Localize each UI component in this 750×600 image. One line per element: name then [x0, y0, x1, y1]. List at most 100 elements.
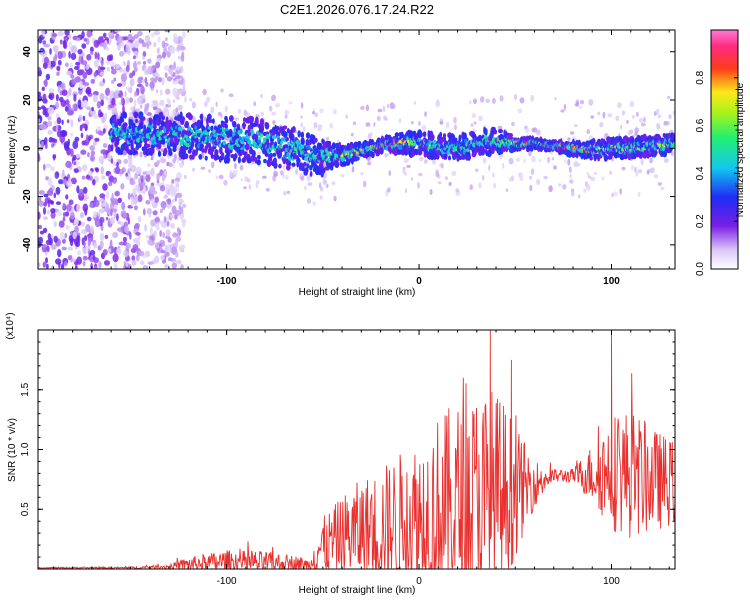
heatmap-cell — [173, 36, 179, 44]
heatmap-cell — [272, 152, 277, 157]
heatmap-cell — [300, 137, 305, 146]
snr-series-path — [38, 330, 675, 569]
heatmap-cell — [518, 172, 523, 178]
snr-panel: -100 0 100 0.5 1.0 1.5 (x10⁴) Height of strai… — [5, 312, 676, 596]
spectrogram-axes: -100 0 100 -40 -20 0 20 40 — [22, 30, 675, 287]
heatmap-cell — [431, 159, 437, 165]
heatmap-cell — [119, 50, 125, 57]
heatmap-cell — [660, 186, 665, 191]
heatmap-cell — [143, 266, 147, 269]
heatmap-cell — [590, 115, 595, 119]
heatmap-cell — [167, 237, 172, 243]
heatmap-cell — [246, 157, 252, 164]
heatmap-cell — [93, 266, 98, 269]
heatmap-cell — [57, 51, 63, 60]
heatmap-cell — [93, 72, 98, 77]
heatmap-cell — [668, 114, 672, 120]
heatmap-cell — [257, 155, 261, 160]
heatmap-cell — [38, 224, 42, 230]
y-tick-label: 1.0 — [20, 442, 31, 456]
heatmap-cell — [150, 182, 155, 187]
heatmap-cell — [83, 99, 88, 107]
heatmap-cell — [73, 168, 79, 174]
heatmap-cell — [71, 78, 77, 85]
heatmap-cell — [38, 200, 45, 207]
heatmap-cell — [44, 43, 50, 48]
heatmap-cell — [85, 64, 90, 70]
heatmap-cell — [370, 132, 373, 138]
heatmap-cell — [670, 150, 674, 157]
heatmap-cell — [123, 111, 128, 119]
heatmap-cell — [143, 208, 146, 216]
heatmap-cell — [657, 182, 663, 186]
heatmap-cell — [248, 139, 252, 145]
heatmap-cell — [666, 95, 671, 99]
heatmap-cell — [436, 150, 441, 156]
heatmap-cell — [307, 145, 311, 150]
colorbar-ticks: 0.0 0.2 0.4 0.6 0.8 — [695, 70, 738, 276]
heatmap-cell — [166, 221, 170, 227]
heatmap-cell — [610, 151, 615, 155]
heatmap-cell — [360, 105, 365, 111]
heatmap-cell — [73, 94, 77, 102]
heatmap-cell — [421, 125, 427, 131]
heatmap-cell — [82, 247, 89, 255]
heatmap-cell — [80, 132, 84, 139]
heatmap-cell — [183, 153, 189, 160]
heatmap-cell — [40, 124, 47, 130]
heatmap-cell — [57, 30, 64, 37]
heatmap-cell — [132, 188, 137, 197]
heatmap-cell — [108, 104, 115, 109]
heatmap-cell — [107, 31, 114, 37]
heatmap-cell — [538, 159, 542, 162]
heatmap-cell — [133, 175, 136, 183]
heatmap-cell — [408, 142, 412, 146]
heatmap-cell — [360, 172, 364, 176]
heatmap-cell — [220, 112, 223, 119]
heatmap-cell — [50, 264, 55, 269]
heatmap-cell — [237, 156, 241, 164]
heatmap-cell — [240, 141, 244, 145]
heatmap-cell — [417, 182, 420, 189]
heatmap-cell — [586, 171, 590, 176]
heatmap-cell — [172, 257, 176, 263]
heatmap-cell — [410, 120, 414, 125]
heatmap-cell — [297, 130, 302, 138]
heatmap-cell — [529, 175, 532, 180]
heatmap-cell — [543, 175, 548, 180]
heatmap-cell — [187, 138, 192, 142]
heatmap-cell — [157, 36, 161, 43]
heatmap-cell — [307, 182, 313, 186]
heatmap-cell — [163, 65, 170, 71]
heatmap-cell — [54, 173, 58, 179]
heatmap-cell — [259, 123, 264, 131]
heatmap-cell — [288, 101, 293, 105]
heatmap-cell — [638, 117, 644, 124]
heatmap-cell — [184, 174, 187, 179]
heatmap-cell — [139, 104, 143, 109]
heatmap-cell — [205, 131, 210, 136]
heatmap-cell — [148, 58, 152, 64]
heatmap-cell — [649, 167, 655, 174]
heatmap-cell — [61, 119, 64, 125]
heatmap-cell — [65, 224, 70, 230]
heatmap-cell — [145, 174, 151, 183]
heatmap-cell — [42, 62, 48, 69]
heatmap-cell — [147, 261, 154, 265]
heatmap-cell — [442, 133, 447, 138]
heatmap-cell — [47, 115, 52, 121]
heatmap-cell — [385, 152, 388, 158]
heatmap-cell — [300, 175, 305, 181]
heatmap-cell — [285, 136, 289, 142]
heatmap-cell — [128, 112, 133, 116]
heatmap-cell — [230, 154, 235, 159]
heatmap-cell — [135, 108, 141, 113]
heatmap-cell — [157, 133, 161, 138]
heatmap-cell — [478, 182, 482, 189]
heatmap-cell — [70, 177, 77, 185]
heatmap-cell — [147, 66, 150, 75]
heatmap-cell — [376, 115, 381, 121]
heatmap-cell — [603, 154, 609, 162]
heatmap-cell — [117, 45, 121, 51]
heatmap-cell — [485, 98, 490, 103]
